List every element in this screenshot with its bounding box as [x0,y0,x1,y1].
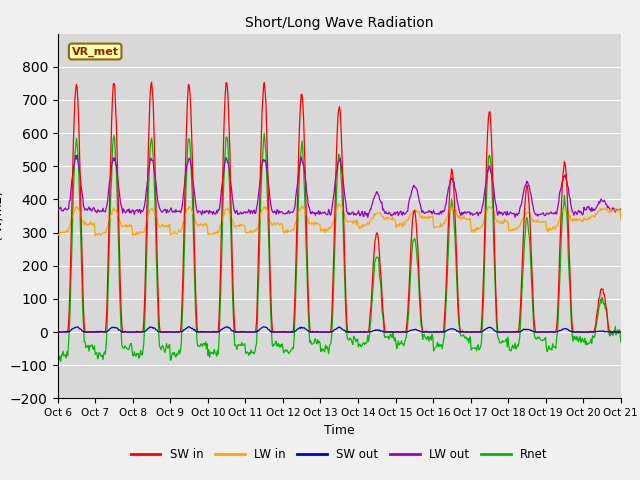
Title: Short/Long Wave Radiation: Short/Long Wave Radiation [245,16,433,30]
Y-axis label: ( W/m2): ( W/m2) [0,191,4,241]
Legend: SW in, LW in, SW out, LW out, Rnet: SW in, LW in, SW out, LW out, Rnet [126,443,552,466]
Text: VR_met: VR_met [72,47,118,57]
X-axis label: Time: Time [324,424,355,437]
